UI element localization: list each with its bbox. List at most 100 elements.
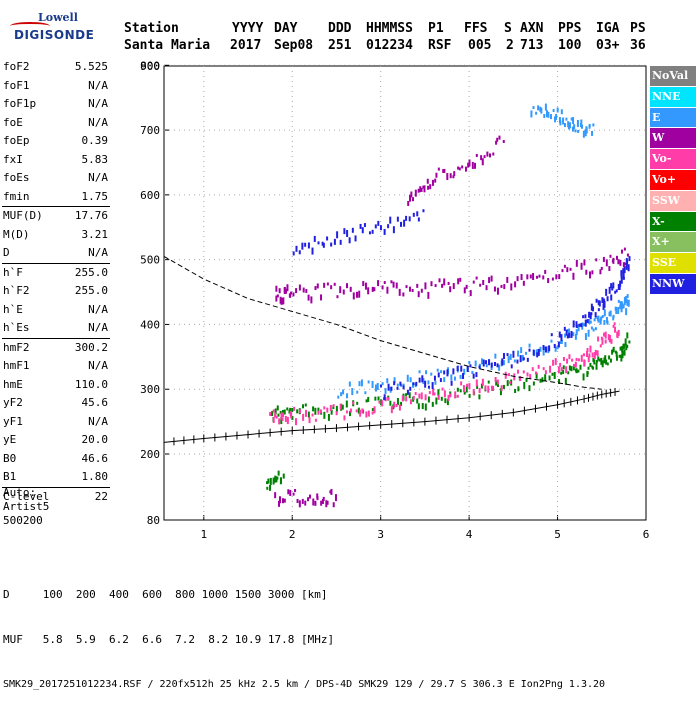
trace-point [304, 403, 307, 407]
trace-point [528, 348, 531, 352]
trace-point [435, 172, 438, 178]
param-row-fxI: fxI 5.83 [0, 151, 112, 170]
trace-point [558, 117, 561, 124]
header-value-5: RSF [428, 38, 452, 53]
trace-point [544, 103, 547, 111]
trace-point [373, 406, 376, 414]
trace-point [592, 123, 595, 127]
header-label-5: P1 [428, 21, 444, 36]
trace-point [574, 129, 577, 133]
param-value: 1.75 [81, 189, 109, 203]
legend-e: E [650, 107, 696, 129]
trace-point [379, 384, 382, 388]
param-value: 255.0 [74, 265, 108, 279]
trace-point [554, 346, 557, 352]
trace-point [593, 318, 596, 322]
trace-point [561, 269, 564, 273]
trace-point [346, 230, 349, 238]
param-value: N/A [88, 171, 108, 184]
trace-point [577, 324, 580, 332]
trace-point [593, 359, 596, 365]
trace-point [609, 254, 612, 258]
trace-point [626, 301, 629, 306]
trace-point [545, 110, 548, 118]
trace-point [570, 117, 573, 121]
trace-point [374, 224, 377, 229]
trace-point [291, 408, 294, 413]
trace-point [562, 117, 565, 125]
logo-swoosh-icon [10, 22, 50, 30]
trace-point [523, 381, 526, 389]
trace-point [319, 409, 322, 414]
trace-point [286, 407, 289, 411]
trace-point [487, 385, 490, 393]
trace-point [597, 300, 600, 306]
trace-point [330, 242, 333, 247]
trace-point [596, 350, 599, 357]
param-separator [2, 206, 110, 207]
trace-point [316, 493, 319, 499]
trace-point [589, 320, 592, 324]
trace-point [615, 289, 618, 293]
trace-point [582, 130, 585, 138]
trace-point [502, 384, 505, 389]
param-value: 255.0 [74, 284, 108, 297]
trace-point [598, 300, 601, 307]
trace-point [475, 153, 478, 157]
trace-point [278, 418, 281, 425]
trace-point [377, 280, 380, 287]
trace-point [389, 216, 392, 224]
trace-point [412, 197, 415, 202]
trace-point [302, 404, 305, 409]
trace-point [390, 386, 393, 391]
trace-point [558, 378, 561, 384]
trace-point [586, 347, 589, 352]
trace-point [465, 386, 468, 393]
y-tick-label-300: 300 [140, 383, 160, 396]
trace-point [480, 383, 483, 389]
trace-point [294, 488, 297, 492]
trace-point [348, 237, 351, 244]
param-value: 110.0 [74, 377, 108, 391]
trace-point [389, 400, 392, 406]
trace-point [326, 407, 329, 413]
header-label-0: Station [124, 21, 179, 36]
trace-point [560, 339, 563, 344]
trace-point [620, 276, 623, 284]
trace-point [371, 411, 374, 415]
trace-point [320, 500, 323, 506]
trace-point [280, 297, 283, 305]
trace-point [512, 350, 515, 358]
trace-point [506, 353, 509, 357]
trace-point [599, 318, 602, 325]
trace-point [295, 418, 298, 426]
trace-point [449, 286, 452, 293]
trace-point [471, 161, 474, 169]
trace-point [357, 407, 360, 414]
trace-point [452, 368, 455, 375]
trace-point [502, 360, 505, 366]
trace-point [425, 370, 428, 375]
trace-point [420, 187, 423, 192]
trace-point [572, 320, 575, 328]
trace-point [299, 409, 302, 414]
trace-point [269, 411, 272, 416]
trace-point [317, 410, 320, 415]
trace-point [610, 294, 613, 301]
trace-point [622, 272, 625, 279]
trace-point [296, 498, 299, 503]
trace-point [560, 109, 563, 115]
trace-point [514, 281, 517, 288]
header-label-1: YYYY [232, 21, 264, 36]
trace-point [575, 329, 578, 336]
header-value-4: 012234 [366, 38, 413, 53]
trace-point [431, 179, 434, 186]
trace-point [333, 282, 336, 286]
trace-point [593, 352, 596, 360]
trace-point [513, 359, 516, 363]
trace-point [480, 155, 483, 161]
trace-point [330, 488, 333, 495]
trace-point [304, 409, 307, 417]
trace-point [279, 410, 282, 414]
